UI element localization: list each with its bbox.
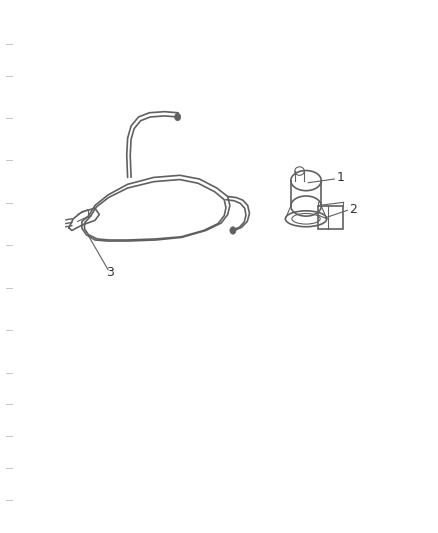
Circle shape bbox=[230, 227, 236, 234]
Text: 2: 2 bbox=[350, 203, 357, 216]
Circle shape bbox=[175, 114, 181, 120]
Text: 3: 3 bbox=[106, 266, 114, 279]
Text: 1: 1 bbox=[336, 171, 344, 184]
